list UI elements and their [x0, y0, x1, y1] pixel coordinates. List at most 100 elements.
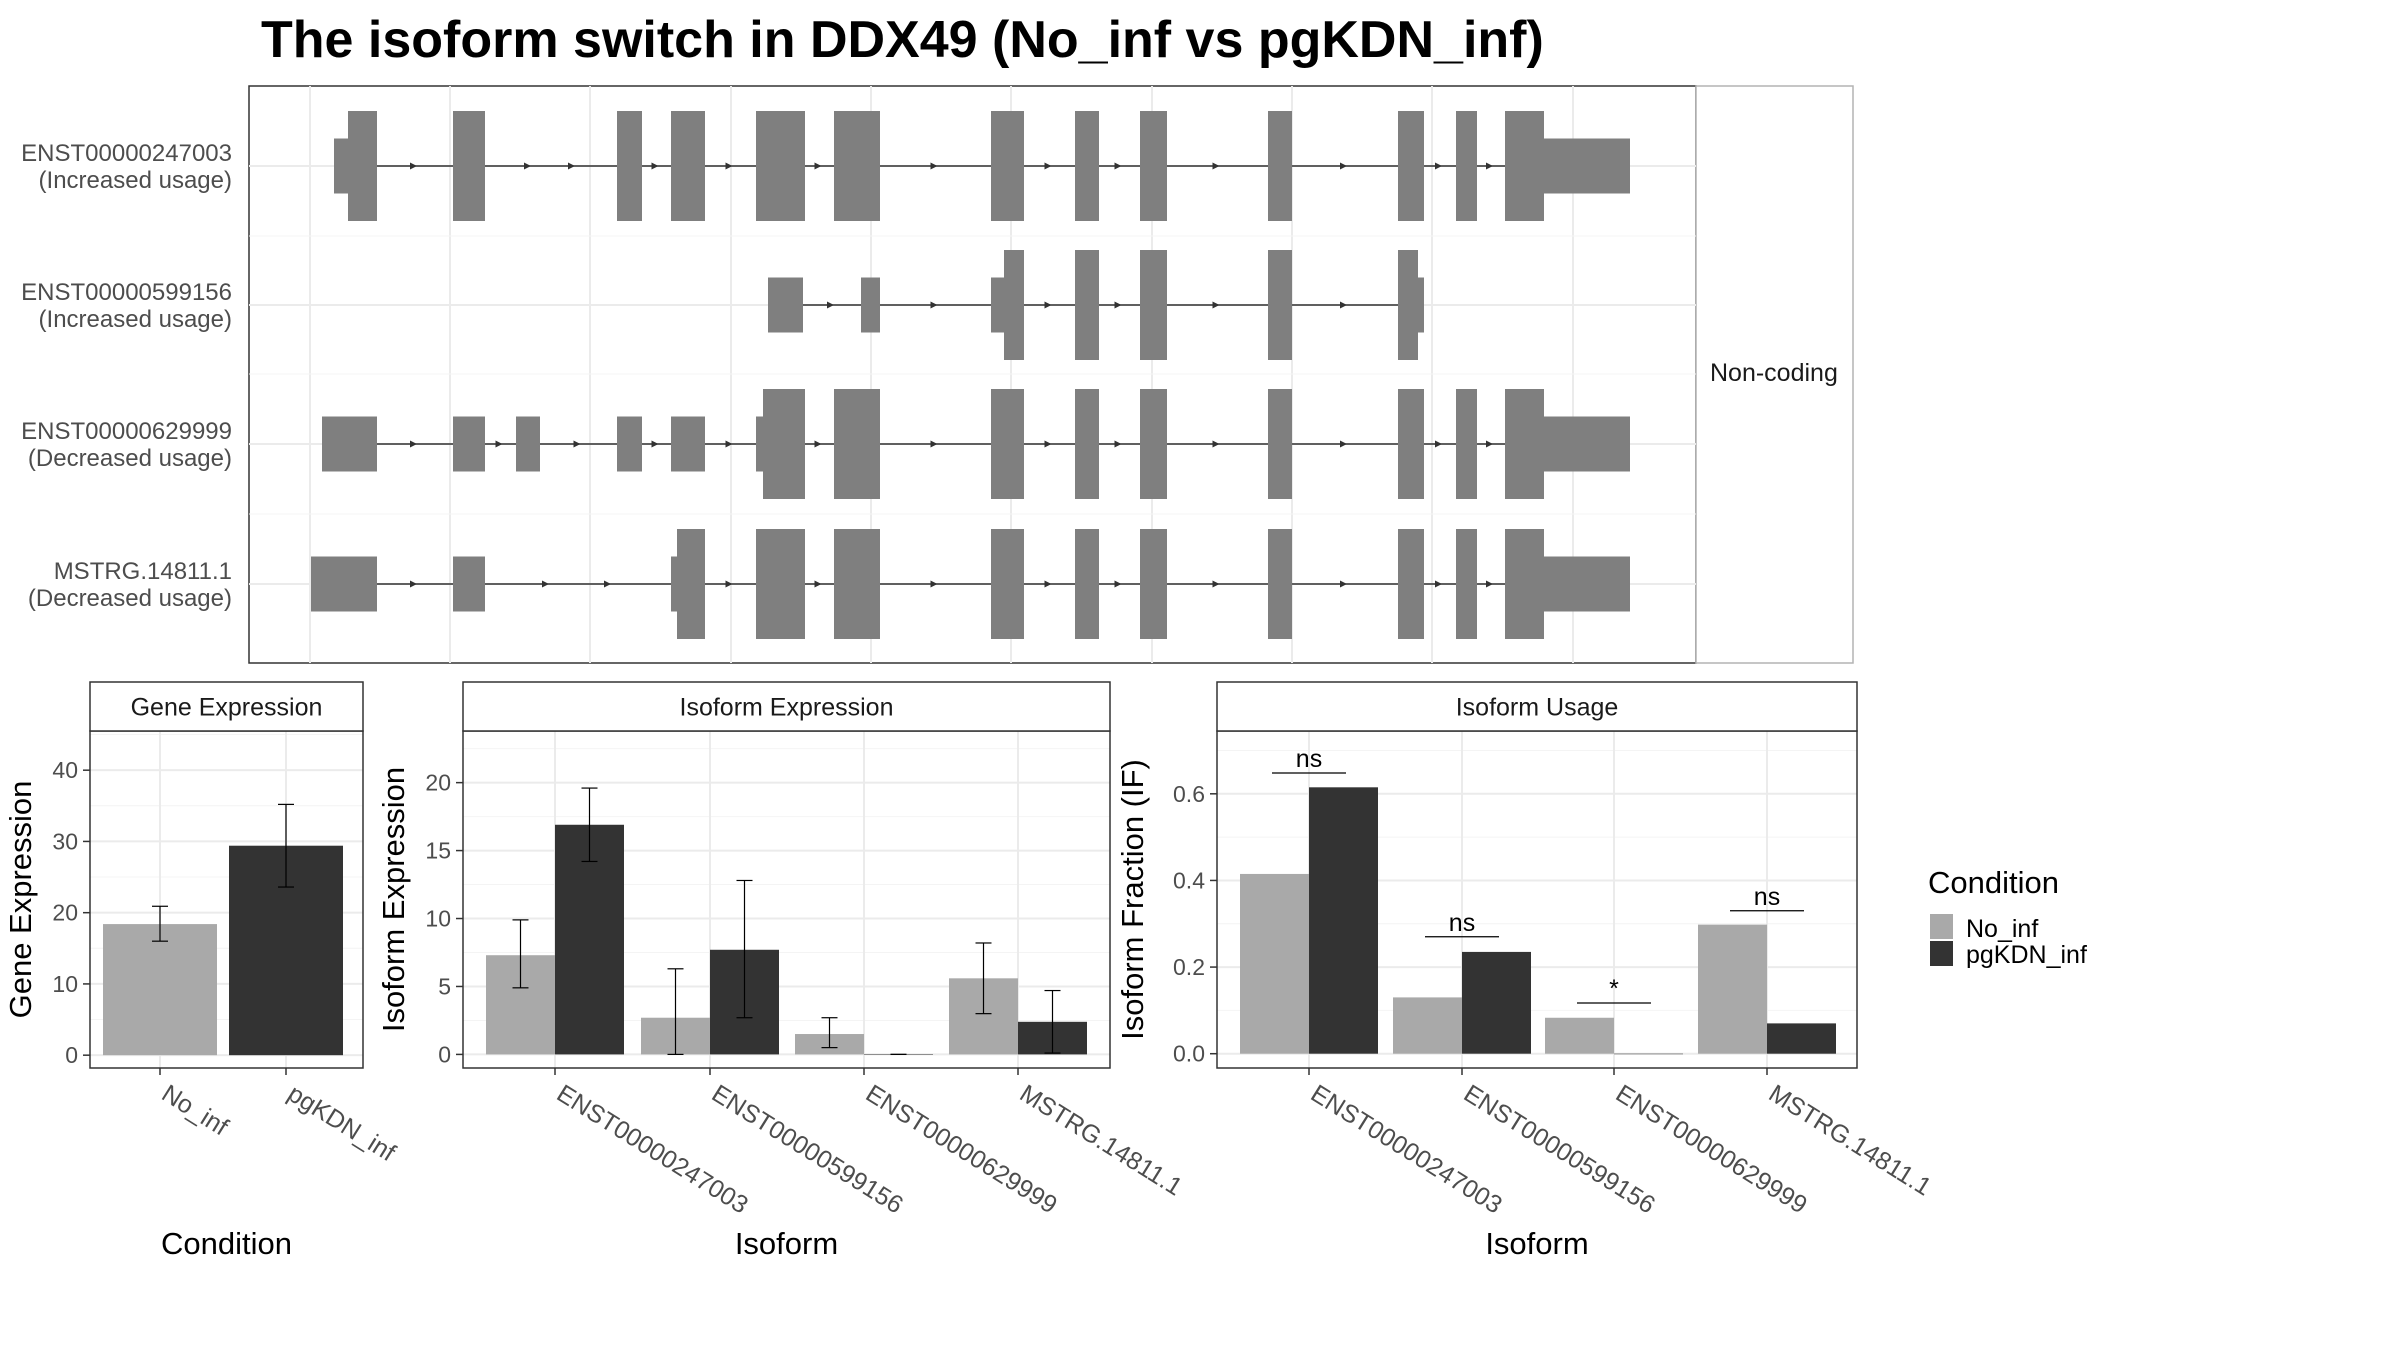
intron-arrow	[1212, 580, 1220, 588]
intron-arrow	[930, 580, 938, 588]
transcript-id-label: ENST00000599156	[21, 279, 232, 306]
bar-no-inf	[1698, 924, 1767, 1054]
structure-strip-label: Non-coding	[1710, 359, 1838, 387]
exon-coding	[1140, 529, 1167, 639]
transcript-structure-panel: Non-coding ENST00000247003(Increased usa…	[21, 85, 1854, 664]
x-axis-title: Isoform	[1485, 1226, 1588, 1261]
exon-utr	[768, 277, 803, 333]
exon-coding	[1268, 250, 1292, 360]
y-axis-title: Isoform Expression	[376, 767, 411, 1032]
intron-arrow	[725, 440, 733, 448]
exon-coding	[763, 389, 805, 499]
exon-coding	[834, 529, 880, 639]
intron-arrow	[542, 580, 549, 588]
gene-expression-panel: Gene Expression 0 10 20 30 40 No_inf pgKDN_inf C…	[3, 681, 400, 1261]
transcript-row-enst00000599156	[768, 250, 1424, 360]
exon-coding	[1456, 529, 1477, 639]
intron-arrow	[930, 440, 938, 448]
y-tick-label: 0.4	[1173, 867, 1205, 893]
transcript-usage-label: (Increased usage)	[39, 306, 232, 333]
exon-coding	[1075, 529, 1099, 639]
exon-coding	[1398, 250, 1418, 360]
intron-arrow	[1486, 580, 1493, 588]
exon-utr	[1544, 138, 1630, 194]
significance-label: ns	[1449, 909, 1475, 937]
significance-label: ns	[1296, 745, 1322, 773]
intron-arrow	[524, 162, 531, 170]
bar-no-inf	[1393, 997, 1462, 1054]
exon-utr	[322, 416, 377, 472]
intron-arrow	[1340, 440, 1347, 448]
transcript-usage-label: (Increased usage)	[39, 167, 232, 194]
exon-coding	[756, 111, 805, 221]
exon-utr	[453, 416, 485, 472]
exon-coding	[1398, 389, 1424, 499]
intron-arrow	[1212, 440, 1220, 448]
exon-utr	[453, 556, 485, 612]
transcript-labels: ENST00000247003(Increased usage)ENST0000…	[21, 140, 232, 612]
intron-arrow	[930, 162, 938, 170]
y-tick-label: 0.2	[1173, 954, 1205, 980]
intron-arrow	[410, 440, 417, 448]
y-tick-label: 10	[425, 906, 451, 932]
significance-label: *	[1609, 975, 1619, 1003]
exon-coding	[1004, 250, 1024, 360]
exon-utr	[861, 277, 880, 333]
exon-coding	[453, 111, 485, 221]
exon-coding	[1268, 389, 1292, 499]
intron-arrow	[1435, 580, 1442, 588]
bar-no-inf	[1240, 873, 1309, 1054]
transcript-id-label: ENST00000629999	[21, 418, 232, 445]
panel-strip	[89, 681, 364, 732]
transcript-id-label: MSTRG.14811.1	[54, 558, 232, 585]
intron-arrow	[827, 301, 834, 309]
transcript-row-mstrg.14811.1	[311, 529, 1630, 639]
exon-utr	[671, 416, 705, 472]
exon-coding	[1505, 529, 1544, 639]
legend-label-pgkdn-inf: pgKDN_inf	[1966, 941, 2087, 969]
y-tick-label: 0.6	[1173, 781, 1205, 807]
exon-coding	[1398, 111, 1424, 221]
intron-arrow	[1114, 580, 1122, 588]
x-tick-label: pgKDN_inf	[283, 1079, 400, 1167]
y-tick-label: 15	[425, 838, 451, 864]
intron-arrow	[495, 440, 503, 448]
intron-arrow	[410, 162, 417, 170]
exon-utr	[1544, 416, 1630, 472]
intron-arrow	[814, 580, 822, 588]
bar-pgkdn-inf	[555, 824, 624, 1055]
intron-arrow	[725, 580, 733, 588]
transcript-usage-label: (Decreased usage)	[28, 445, 232, 472]
bar-pgkdn-inf	[1614, 1053, 1683, 1055]
exon-utr	[991, 277, 1004, 333]
intron-arrow	[410, 580, 417, 588]
intron-arrow	[814, 162, 822, 170]
exon-coding	[671, 111, 705, 221]
x-axis-title: Isoform	[735, 1226, 838, 1261]
exon-coding	[1456, 389, 1477, 499]
legend-swatch-no-inf	[1930, 914, 1953, 939]
exon-coding	[1398, 529, 1424, 639]
exon-coding	[1075, 250, 1099, 360]
transcript-row-enst00000247003	[334, 111, 1630, 221]
legend-label-no-inf: No_inf	[1966, 915, 2038, 943]
intron-arrow	[651, 162, 659, 170]
intron-arrow	[1114, 301, 1122, 309]
exon-utr	[311, 556, 377, 612]
bar-no-inf	[1545, 1017, 1614, 1054]
exon-coding	[834, 111, 880, 221]
intron-arrow	[1044, 580, 1052, 588]
bar-gene-expression-no-inf	[103, 924, 217, 1056]
intron-arrow	[1044, 162, 1052, 170]
x-tick-label: No_inf	[157, 1079, 233, 1141]
exon-utr	[617, 416, 642, 472]
condition-legend: Condition No_inf pgKDN_inf	[1928, 865, 2087, 969]
intron-arrow	[1435, 162, 1442, 170]
intron-arrow	[1212, 301, 1220, 309]
transcript-rows	[311, 111, 1630, 639]
intron-arrow	[651, 440, 659, 448]
intron-arrow	[1340, 162, 1347, 170]
bar-pgkdn-inf	[1767, 1023, 1836, 1054]
exon-coding	[1268, 529, 1292, 639]
